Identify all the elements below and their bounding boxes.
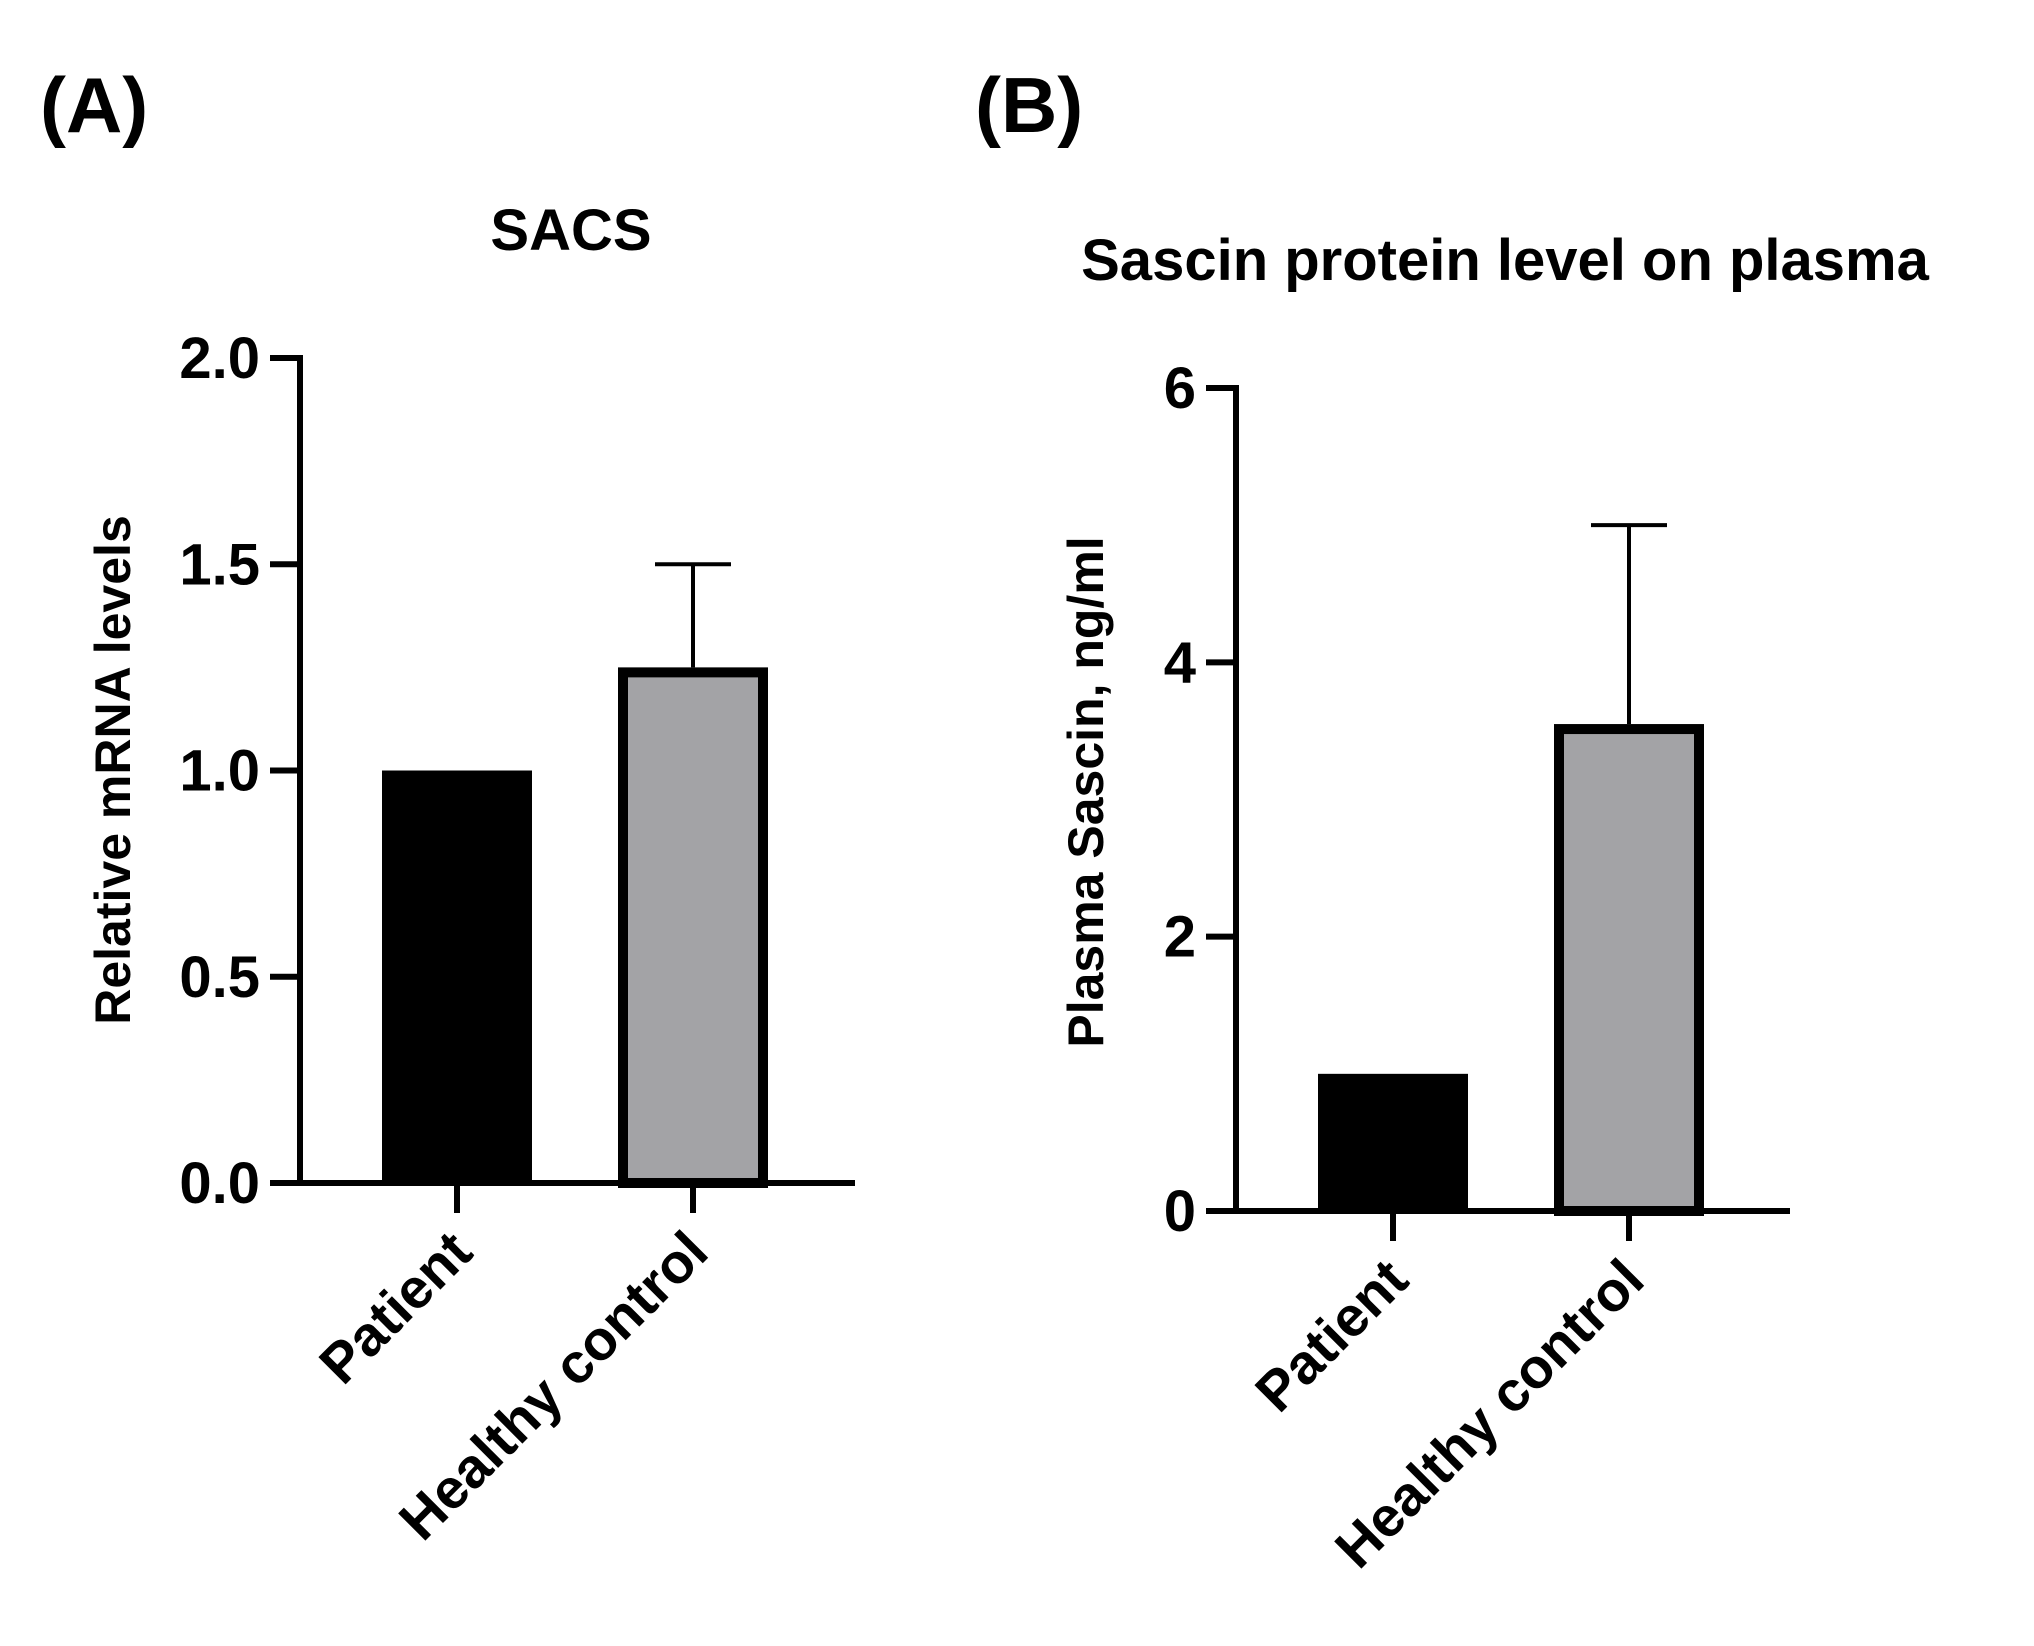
chart-a-y-tick-label-1: 0.5 (179, 945, 260, 1010)
chart-a-sacs: SACS Relative mRNA levels 0.0 0.5 1.0 1.5 2.… (85, 198, 855, 1552)
panel-a-label: (A) (40, 61, 148, 149)
chart-a-y-tick-label-2: 1.0 (179, 739, 260, 804)
chart-a-y-axis-label: Relative mRNA levels (85, 515, 141, 1025)
chart-b-y-tick-label-2: 4 (1164, 630, 1196, 695)
chart-a-bar-1 (618, 667, 768, 1188)
chart-a-bar-0 (382, 770, 532, 1183)
chart-b-x-tick-label-0: Patient (1243, 1247, 1420, 1424)
chart-b-bar-1 (1554, 724, 1704, 1217)
chart-b-y-tick-label-3: 6 (1164, 356, 1196, 421)
panel-b-label: (B) (975, 61, 1083, 149)
chart-b-title: Sascin protein level on plasma (1081, 228, 1929, 293)
chart-a-y-tick-label-3: 1.5 (179, 532, 260, 597)
chart-b-bar-0 (1318, 1073, 1468, 1211)
chart-a-x-tick-label-0: Patient (307, 1219, 484, 1396)
chart-b-y-axis-label: Plasma Sascin, ng/ml (1058, 536, 1114, 1047)
chart-a-y-tick-label-4: 2.0 (179, 326, 260, 391)
chart-b-sascin: Sascin protein level on plasma Plasma Sa… (1058, 228, 1930, 1580)
chart-a-y-tick-label-0: 0.0 (179, 1151, 260, 1216)
chart-a-title: SACS (490, 198, 651, 263)
chart-b-y-tick-label-0: 0 (1164, 1179, 1196, 1244)
chart-b-y-tick-label-1: 2 (1164, 905, 1196, 970)
